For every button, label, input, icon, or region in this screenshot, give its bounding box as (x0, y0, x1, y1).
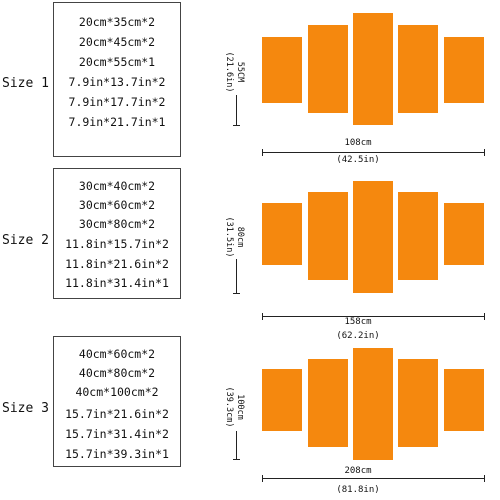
canvas-panel (398, 192, 438, 280)
height-cap (233, 125, 240, 126)
height-cm: 100cm (235, 394, 245, 420)
canvas-panel (308, 359, 348, 447)
canvas-panel (262, 203, 302, 265)
height-cap (233, 293, 240, 294)
spec-line: 15.7in*39.3in*1 (65, 447, 169, 461)
height-line (236, 431, 237, 459)
height-in: (21.6in) (224, 51, 234, 93)
canvas-panel (444, 369, 484, 431)
width-cap (484, 475, 485, 482)
spec-line: 7.9in*13.7in*2 (68, 75, 166, 89)
spec-line: 15.7in*31.4in*2 (65, 427, 169, 441)
canvas-panel (308, 192, 348, 280)
width-in: (81.8in) (336, 485, 380, 495)
height-cm: 55CM (235, 61, 245, 83)
canvas-panel (444, 37, 484, 103)
spec-line: 30cm*80cm*2 (78, 217, 156, 231)
width-cm: 108cm (344, 138, 372, 148)
width-line (262, 152, 485, 153)
canvas-panel (444, 203, 484, 265)
size-1-spec-box: 20cm*35cm*2 20cm*45cm*2 20cm*55cm*1 7.9i… (53, 2, 181, 157)
canvas-panel (262, 37, 302, 103)
width-line (262, 478, 485, 479)
height-line (236, 259, 237, 293)
size-1-label: Size 1 (2, 76, 49, 91)
height-in: (31.5in) (224, 216, 234, 258)
height-in: (39.3cm) (224, 386, 234, 428)
canvas-panel (353, 181, 393, 293)
spec-line: 20cm*55cm*1 (78, 55, 156, 69)
size-3-height-dimension: 100cm (39.3cm) (214, 352, 254, 462)
canvas-panel (262, 369, 302, 431)
size-1-height-dimension: 55CM (21.6in) (214, 17, 254, 127)
spec-line: 40cm*60cm*2 (78, 347, 156, 361)
width-cap (484, 313, 485, 320)
width-in: (42.5in) (336, 155, 380, 165)
size-3-spec-box: 40cm*60cm*2 40cm*80cm*2 40cm*100cm*2 15.… (53, 336, 181, 467)
spec-line: 7.9in*21.7in*1 (68, 115, 166, 129)
canvas-panel (353, 13, 393, 125)
size-2-label: Size 2 (2, 233, 49, 248)
spec-line: 11.8in*31.4in*1 (65, 276, 169, 290)
height-line (236, 95, 237, 125)
canvas-panel (398, 359, 438, 447)
height-cm: 80cm (235, 226, 245, 248)
spec-line: 20cm*45cm*2 (78, 35, 156, 49)
size-2-spec-box: 30cm*40cm*2 30cm*60cm*2 30cm*80cm*2 11.8… (53, 168, 181, 299)
spec-line: 30cm*60cm*2 (78, 198, 156, 212)
canvas-panel (398, 25, 438, 113)
size-3-label: Size 3 (2, 401, 49, 416)
spec-line: 30cm*40cm*2 (78, 179, 156, 193)
spec-line: 40cm*100cm*2 (75, 385, 159, 399)
width-line (262, 316, 485, 317)
spec-line: 20cm*35cm*2 (78, 15, 156, 29)
canvas-panel (353, 348, 393, 460)
spec-line: 15.7in*21.6in*2 (65, 407, 169, 421)
canvas-panel (308, 25, 348, 113)
height-cap (233, 459, 240, 460)
size-2-height-dimension: 80cm (31.5in) (214, 182, 254, 292)
width-cm: 158cm (344, 317, 372, 327)
spec-line: 7.9in*17.7in*2 (68, 95, 166, 109)
width-cap (484, 149, 485, 156)
spec-line: 11.8in*21.6in*2 (65, 257, 169, 271)
spec-line: 40cm*80cm*2 (78, 366, 156, 380)
width-in: (62.2in) (336, 331, 380, 341)
spec-line: 11.8in*15.7in*2 (65, 237, 169, 251)
width-cm: 208cm (344, 466, 372, 476)
